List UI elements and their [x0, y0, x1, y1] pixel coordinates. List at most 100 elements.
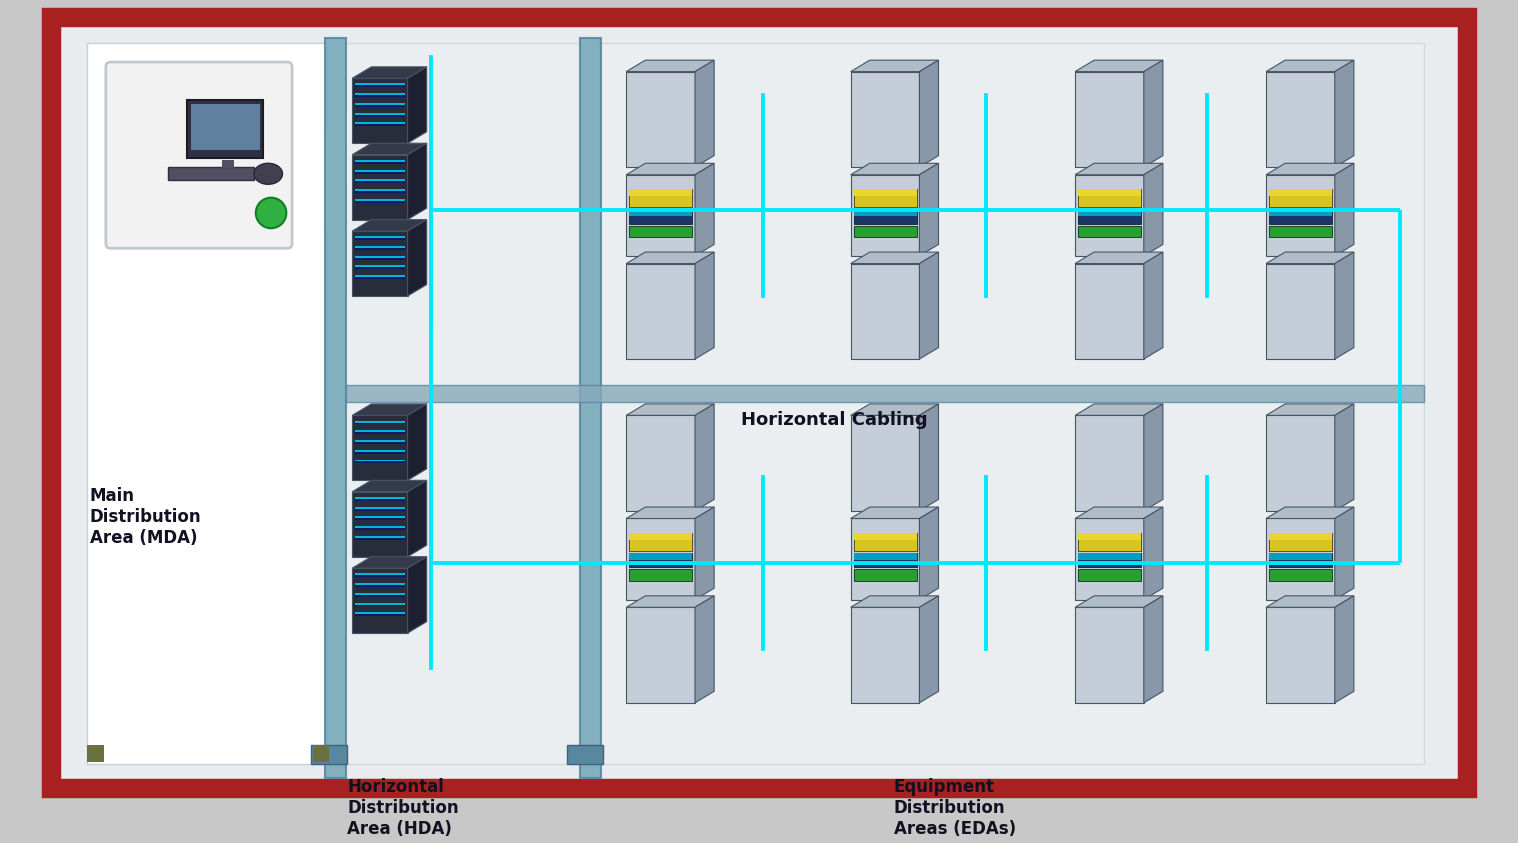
Polygon shape [352, 143, 427, 154]
Bar [580, 38, 601, 778]
Bar [627, 607, 695, 703]
Polygon shape [850, 164, 938, 175]
Bar [1269, 209, 1331, 223]
Bar [355, 266, 405, 270]
Bar [355, 83, 405, 88]
Polygon shape [920, 507, 938, 599]
Bar [355, 189, 405, 193]
Bar [627, 416, 695, 511]
Polygon shape [1266, 60, 1354, 72]
Polygon shape [1334, 596, 1354, 703]
Polygon shape [920, 404, 938, 511]
Bar [355, 113, 405, 115]
Bar [853, 553, 917, 567]
Bar [355, 236, 405, 239]
Bar [355, 507, 405, 511]
Polygon shape [1266, 596, 1354, 607]
Bar [628, 226, 692, 237]
Bar [850, 264, 920, 359]
Polygon shape [1334, 507, 1354, 599]
Bar [355, 507, 405, 508]
Bar [627, 518, 695, 599]
Polygon shape [627, 596, 713, 607]
Bar [1078, 553, 1142, 561]
Bar [1078, 569, 1142, 581]
Bar [352, 491, 408, 556]
Bar [355, 526, 405, 528]
Bar [355, 246, 405, 250]
Bar [325, 38, 346, 778]
Bar [191, 104, 260, 150]
Bar [352, 78, 408, 143]
Polygon shape [1334, 252, 1354, 359]
Bar [1269, 569, 1331, 581]
Bar [355, 103, 405, 107]
Bar [355, 603, 405, 604]
Polygon shape [1266, 507, 1354, 518]
Circle shape [255, 197, 287, 228]
Bar [850, 416, 920, 511]
Bar [355, 180, 405, 183]
Bar [355, 94, 405, 97]
Bar [355, 246, 405, 248]
Bar [1266, 416, 1334, 511]
Polygon shape [850, 252, 938, 264]
Polygon shape [1266, 164, 1354, 175]
Bar [355, 603, 405, 606]
Bar [850, 607, 920, 703]
Bar [355, 199, 405, 202]
Polygon shape [627, 252, 713, 264]
Bar [1266, 518, 1334, 599]
Bar [355, 459, 405, 464]
Bar [355, 169, 405, 174]
Bar [355, 160, 405, 164]
Polygon shape [408, 143, 427, 220]
Bar [355, 113, 405, 116]
Polygon shape [1075, 596, 1163, 607]
Bar [355, 536, 405, 538]
Bar [355, 430, 405, 434]
Polygon shape [1145, 252, 1163, 359]
FancyBboxPatch shape [106, 62, 291, 249]
Text: Horizontal
Distribution
Area (HDA): Horizontal Distribution Area (HDA) [348, 778, 458, 838]
Bar [355, 266, 405, 267]
Polygon shape [1334, 60, 1354, 167]
Bar [1266, 607, 1334, 703]
Bar [355, 459, 405, 461]
Bar [355, 160, 405, 162]
Bar [355, 421, 405, 422]
Polygon shape [920, 164, 938, 256]
Bar [1269, 553, 1331, 567]
Bar [355, 440, 405, 444]
Bar [355, 421, 405, 425]
Bar [628, 569, 692, 581]
Bar [1078, 533, 1142, 551]
Bar [853, 533, 917, 551]
Bar [355, 169, 405, 172]
Polygon shape [352, 67, 427, 78]
Polygon shape [695, 164, 713, 256]
Polygon shape [352, 481, 427, 491]
Bar [222, 160, 234, 168]
Bar [1269, 553, 1331, 561]
Polygon shape [695, 507, 713, 599]
Bar [1269, 209, 1331, 217]
Polygon shape [920, 252, 938, 359]
Polygon shape [850, 596, 938, 607]
Polygon shape [627, 60, 713, 72]
Bar [1269, 190, 1331, 196]
Polygon shape [627, 404, 713, 416]
Polygon shape [352, 404, 427, 416]
Bar [853, 553, 917, 561]
Bar [853, 533, 917, 540]
Bar [1078, 209, 1142, 223]
Polygon shape [264, 110, 348, 362]
Bar [627, 264, 695, 359]
Bar [627, 72, 695, 167]
Bar [628, 190, 692, 196]
Bar [355, 255, 405, 260]
Polygon shape [408, 556, 427, 633]
Polygon shape [1145, 404, 1163, 511]
Bar [355, 450, 405, 454]
Bar [311, 745, 348, 764]
